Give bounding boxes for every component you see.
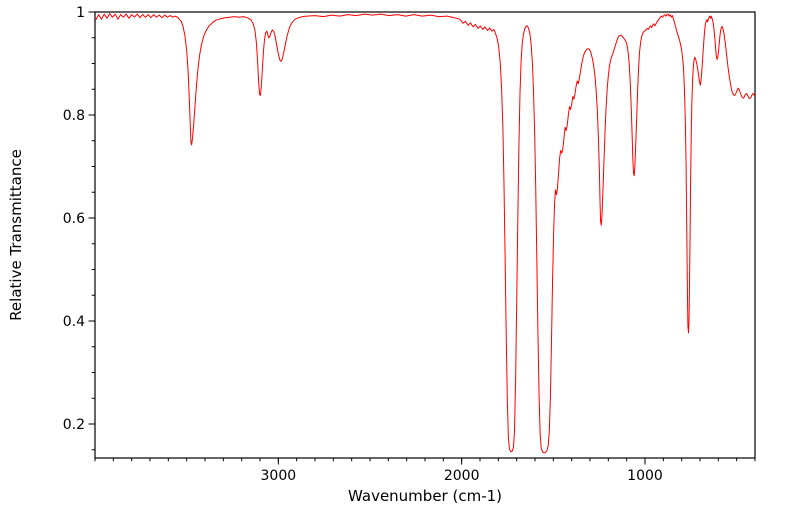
x-tick-label: 3000 bbox=[261, 468, 297, 484]
y-tick-label: 0.4 bbox=[63, 314, 85, 330]
x-tick-label: 2000 bbox=[444, 468, 480, 484]
plot-border bbox=[94, 11, 756, 459]
spectrum-line bbox=[95, 13, 756, 454]
y-tick-label: 0.6 bbox=[63, 211, 85, 227]
x-tick-label: 1000 bbox=[627, 468, 663, 484]
y-tick-label: 0.8 bbox=[63, 108, 85, 124]
y-tick-label: 1 bbox=[76, 5, 85, 21]
x-axis-label: Wavenumber (cm-1) bbox=[348, 487, 502, 505]
y-axis-label: Relative Transmittance bbox=[7, 149, 25, 321]
y-tick-label: 0.2 bbox=[63, 417, 85, 433]
